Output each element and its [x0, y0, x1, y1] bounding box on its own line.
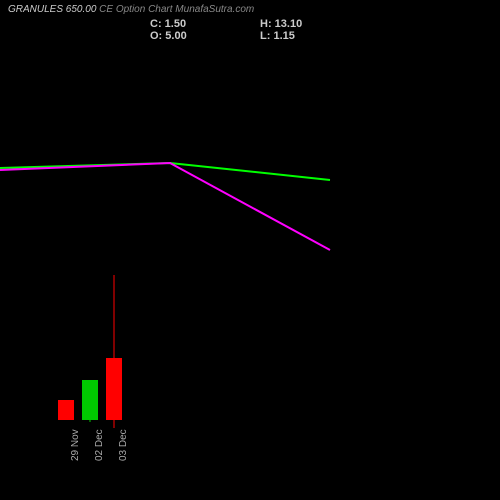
indicator-line — [0, 163, 330, 180]
x-axis-label: 02 Dec — [94, 429, 105, 461]
candle-body — [106, 358, 122, 420]
candle-body — [82, 380, 98, 420]
chart-canvas — [0, 0, 500, 500]
x-axis-label: 03 Dec — [118, 429, 129, 461]
candle-body — [58, 400, 74, 420]
x-axis-label: 29 Nov — [70, 429, 81, 461]
indicator-line — [0, 163, 330, 250]
